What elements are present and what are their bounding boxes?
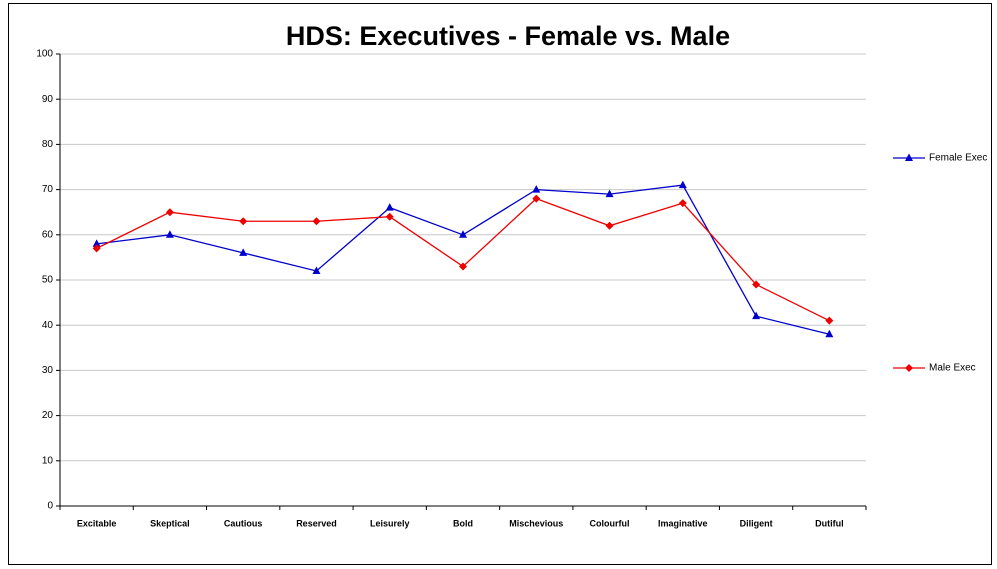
y-tick-label: 20 xyxy=(42,410,54,421)
x-tick-label: Mischevious xyxy=(509,518,563,528)
x-tick-label: Bold xyxy=(453,518,473,528)
x-tick-label: Dutiful xyxy=(815,518,844,528)
x-tick-label: Cautious xyxy=(224,518,263,528)
data-point xyxy=(165,208,174,217)
y-tick-label: 70 xyxy=(42,184,54,195)
data-point xyxy=(92,239,101,247)
data-point xyxy=(239,217,248,226)
data-point xyxy=(312,266,321,274)
x-tick-label: Skeptical xyxy=(150,518,190,528)
y-tick-label: 0 xyxy=(47,501,53,512)
legend-label: Male Exec xyxy=(929,363,976,374)
legend-label: Female Exec xyxy=(929,153,987,164)
x-tick-label: Colourful xyxy=(590,518,630,528)
legend-marker xyxy=(905,153,913,161)
data-point xyxy=(678,180,687,189)
data-point xyxy=(825,316,834,325)
data-point xyxy=(605,221,614,230)
data-point xyxy=(532,194,541,203)
y-tick-label: 30 xyxy=(42,365,54,376)
data-point xyxy=(92,244,101,253)
data-point xyxy=(605,189,614,198)
x-tick-label: Reserved xyxy=(296,518,337,528)
data-point xyxy=(459,262,467,271)
x-tick-label: Excitable xyxy=(77,518,117,528)
data-point xyxy=(532,185,541,193)
y-tick-label: 90 xyxy=(42,94,54,105)
chart-title: HDS: Executives - Female vs. Male xyxy=(286,21,730,51)
legend-marker xyxy=(905,364,913,372)
data-point xyxy=(385,203,394,211)
data-point xyxy=(459,230,467,238)
data-point xyxy=(239,248,248,256)
data-point xyxy=(385,212,394,221)
data-point xyxy=(825,329,834,338)
y-tick-label: 40 xyxy=(42,320,54,331)
data-point xyxy=(312,217,321,226)
y-tick-label: 80 xyxy=(42,139,54,150)
x-tick-label: Imaginative xyxy=(658,518,708,528)
chart-frame xyxy=(8,3,992,565)
data-point xyxy=(678,199,687,208)
x-tick-label: Leisurely xyxy=(370,518,410,528)
x-tick-label: Diligent xyxy=(740,518,773,528)
y-tick-label: 10 xyxy=(42,455,54,466)
data-point xyxy=(752,280,761,289)
data-point xyxy=(165,230,174,238)
data-point xyxy=(752,311,761,320)
y-tick-label: 60 xyxy=(42,229,54,240)
y-tick-label: 50 xyxy=(42,275,54,286)
y-tick-label: 100 xyxy=(36,49,53,60)
